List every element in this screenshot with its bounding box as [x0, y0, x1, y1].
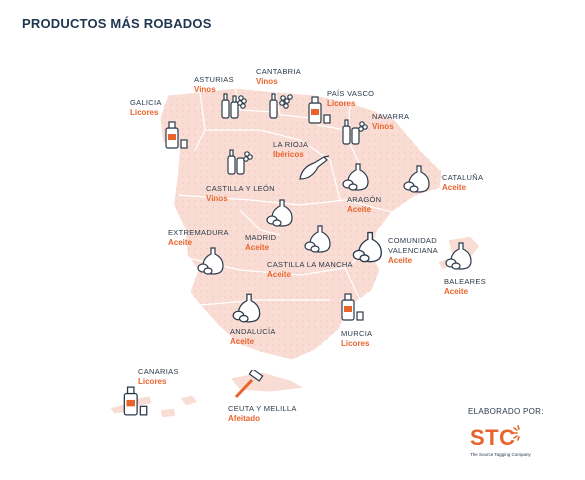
- logo-rays-icon: [512, 425, 520, 441]
- region-cataluna: CATALUÑA Aceite: [442, 173, 483, 193]
- region-name: COMUNIDAD VALENCIANA: [388, 236, 438, 255]
- region-pais-vasco: PAÍS VASCO Licores: [327, 89, 374, 109]
- region-andalucia: ANDALUCÍA Aceite: [230, 327, 276, 347]
- region-ceuta-melilla: CEUTA Y MELILLA Afeitado: [228, 404, 297, 424]
- liquor-icon: [165, 121, 188, 149]
- region-product: Aceite: [444, 287, 469, 296]
- region-asturias: ASTURIAS Vinos: [194, 75, 234, 95]
- region-product: Licores: [138, 377, 167, 386]
- region-product: Aceite: [168, 238, 193, 247]
- region-canarias: CANARIAS Licores: [138, 367, 179, 387]
- region-product: Vinos: [206, 194, 228, 203]
- region-name: ASTURIAS: [194, 75, 234, 84]
- ham-icon: [299, 155, 330, 180]
- wine-icon: [342, 119, 368, 145]
- region-name: CEUTA Y MELILLA: [228, 404, 297, 413]
- region-product: Licores: [130, 108, 159, 117]
- region-product: Aceite: [245, 243, 270, 252]
- region-name: MADRID: [245, 233, 277, 242]
- region-name: CASTILLA LA MANCHA: [267, 260, 353, 269]
- region-castilla-leon: CASTILLA Y LEÓN Vinos: [206, 184, 275, 204]
- region-product: Aceite: [442, 183, 467, 192]
- region-madrid: MADRID Aceite: [245, 233, 276, 253]
- liquor-icon: [341, 293, 364, 321]
- region-product: Licores: [341, 339, 370, 348]
- region-extremadura: EXTREMADURA Aceite: [168, 228, 229, 248]
- region-product: Vinos: [256, 77, 278, 86]
- region-product: Licores: [327, 99, 356, 108]
- wine-icon: [221, 93, 247, 119]
- region-product: Vinos: [194, 85, 216, 94]
- oil-icon: [403, 165, 430, 193]
- stc-logo: STC: [470, 425, 516, 450]
- region-product: Aceite: [230, 337, 255, 346]
- region-product: Aceite: [388, 256, 413, 265]
- region-name: ANDALUCÍA: [230, 327, 276, 336]
- region-murcia: MURCIA Licores: [341, 329, 372, 349]
- region-aragon: ARAGÓN Aceite: [347, 195, 381, 215]
- oil-icon: [352, 231, 382, 263]
- region-name: CASTILLA Y LEÓN: [206, 184, 275, 193]
- portugal-area: [150, 140, 196, 300]
- oil-icon: [304, 225, 331, 253]
- razor-icon: [234, 370, 264, 399]
- region-galicia: GALICIA Licores: [130, 98, 162, 118]
- oil-icon: [342, 163, 369, 191]
- region-cantabria: CANTABRIA Vinos: [256, 67, 301, 87]
- region-navarra: NAVARRA Vinos: [372, 112, 409, 132]
- region-comunidad-valenciana: COMUNIDAD VALENCIANA Aceite: [388, 236, 448, 266]
- region-name: CANTABRIA: [256, 67, 302, 76]
- region-name: ARAGÓN: [347, 195, 382, 204]
- region-product: Aceite: [267, 270, 292, 279]
- region-name: NAVARRA: [372, 112, 410, 121]
- region-castilla-la-mancha: CASTILLA LA MANCHA Aceite: [267, 260, 353, 280]
- stc-logo-subtitle: The Source Tagging Company: [470, 452, 531, 457]
- oil-icon: [266, 199, 293, 227]
- liquor-icon: [123, 386, 148, 416]
- region-product: Vinos: [372, 122, 394, 131]
- region-name: PAÍS VASCO: [327, 89, 375, 98]
- region-name: EXTREMADURA: [168, 228, 229, 237]
- oil-icon: [445, 242, 472, 270]
- region-product: Ibéricos: [273, 150, 304, 159]
- region-name: MURCIA: [341, 329, 373, 338]
- liquor-icon: [308, 96, 331, 124]
- region-product: Afeitado: [228, 414, 260, 423]
- region-product: Aceite: [347, 205, 372, 214]
- wine-icon: [269, 93, 293, 119]
- wine-icon: [227, 149, 253, 175]
- region-name: CATALUÑA: [442, 173, 484, 182]
- region-la-rioja: LA RIOJA Ibéricos: [273, 140, 308, 160]
- region-baleares: BALEARES Aceite: [444, 277, 486, 297]
- region-name: BALEARES: [444, 277, 487, 286]
- oil-icon: [197, 247, 224, 275]
- credit-label: ELABORADO POR:: [468, 407, 544, 416]
- region-name: GALICIA: [130, 98, 162, 107]
- oil-icon: [232, 293, 261, 323]
- region-name: LA RIOJA: [273, 140, 309, 149]
- region-name: CANARIAS: [138, 367, 179, 376]
- map-title: PRODUCTOS MÁS ROBADOS: [22, 16, 212, 31]
